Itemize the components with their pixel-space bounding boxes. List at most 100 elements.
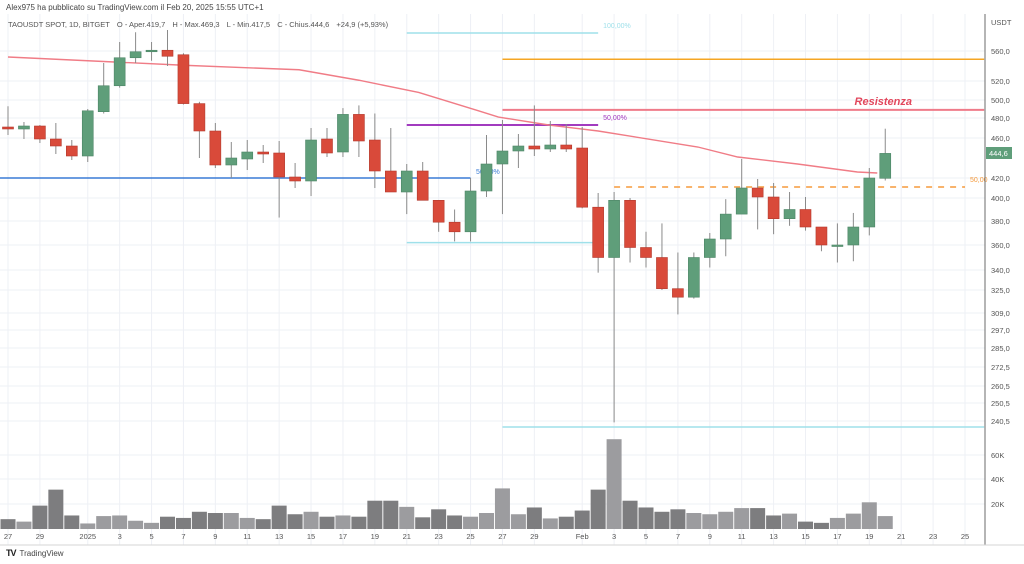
candle bbox=[528, 105, 541, 156]
candle-body bbox=[161, 49, 174, 57]
time-tick-label: 2025 bbox=[79, 532, 96, 541]
candle bbox=[209, 123, 222, 168]
candle-body bbox=[496, 150, 509, 165]
price-tick-label: 400,0 bbox=[991, 194, 1010, 203]
volume-bar bbox=[829, 517, 845, 529]
candle bbox=[193, 101, 206, 158]
candle-body bbox=[305, 139, 317, 182]
candle bbox=[321, 128, 333, 157]
candle-body bbox=[273, 152, 285, 178]
candle bbox=[640, 231, 652, 268]
candle bbox=[400, 164, 413, 215]
candle bbox=[767, 183, 780, 235]
volume-bar bbox=[558, 516, 574, 529]
candle-body bbox=[81, 110, 94, 157]
fib-50-orange-dashed-label: 50,00 bbox=[970, 177, 988, 184]
candle-body bbox=[767, 196, 780, 220]
candle-body bbox=[321, 138, 333, 154]
candle-body bbox=[34, 125, 46, 140]
volume-tick-label: 60K bbox=[991, 451, 1004, 460]
volume-bar bbox=[670, 509, 686, 529]
candle-body bbox=[384, 170, 397, 193]
time-tick-label: 15 bbox=[307, 532, 315, 541]
price-tick-label: 272,5 bbox=[991, 363, 1010, 372]
time-axis[interactable]: 27 29 2025 3 5 7 9 11 13 15 17 19 21 23 25 27 29 Feb 3 5 7 9 1… bbox=[4, 532, 969, 541]
candle bbox=[145, 42, 158, 61]
time-tick-label: 27 bbox=[498, 532, 506, 541]
candle bbox=[129, 32, 142, 63]
volume-bar bbox=[144, 522, 160, 529]
candle bbox=[592, 193, 604, 273]
candle bbox=[799, 197, 812, 231]
legend-low: L - Min.417,5 bbox=[226, 20, 271, 29]
tradingview-logo[interactable]: TV TradingView bbox=[6, 548, 64, 558]
candle bbox=[608, 192, 620, 423]
candle-body bbox=[432, 200, 445, 223]
time-tick-label: 21 bbox=[897, 532, 905, 541]
moving-average-line bbox=[7, 56, 878, 174]
candle-body bbox=[225, 157, 238, 166]
candle bbox=[464, 178, 477, 242]
volume-bar bbox=[64, 515, 80, 529]
volume-bar bbox=[479, 513, 494, 529]
fib-50-purple-label: 50,00% bbox=[603, 115, 627, 122]
time-tick-label: 23 bbox=[434, 532, 442, 541]
time-tick-label: 9 bbox=[213, 532, 217, 541]
volume-bar bbox=[287, 514, 303, 529]
price-tick-label: 250,5 bbox=[991, 399, 1010, 408]
volume-bar bbox=[128, 520, 144, 529]
candle bbox=[225, 142, 238, 178]
symbol-name[interactable]: TAOUSDT SPOT, 1D, BITGET bbox=[8, 20, 110, 29]
candle-body bbox=[337, 114, 349, 153]
time-tick-label: 17 bbox=[339, 532, 347, 541]
candle bbox=[863, 168, 876, 236]
candle-body bbox=[177, 54, 190, 104]
volume-bar bbox=[750, 508, 766, 529]
candle-body bbox=[799, 209, 812, 228]
candle bbox=[480, 135, 493, 197]
candle-body bbox=[50, 138, 62, 147]
candle bbox=[831, 223, 844, 263]
candle bbox=[241, 140, 254, 170]
price-tick-label: 240,5 bbox=[991, 417, 1010, 426]
volume-bar bbox=[16, 521, 32, 529]
volume-bar bbox=[431, 509, 447, 529]
volume-bar bbox=[877, 516, 893, 529]
time-tick-label: 5 bbox=[149, 532, 153, 541]
candle-body bbox=[97, 85, 110, 113]
candle-body bbox=[656, 257, 668, 289]
resistance-label: Resistenza bbox=[855, 96, 912, 108]
price-axis[interactable]: 560,0 520,0 500,0 480,0 460,0 420,0 400,0 380,0… bbox=[991, 47, 1010, 509]
candle-body bbox=[528, 145, 541, 150]
candle bbox=[432, 200, 445, 232]
volume-bar bbox=[526, 507, 542, 529]
volume-bar bbox=[255, 519, 271, 529]
legend-open: O - Aper.419,7 bbox=[116, 20, 166, 29]
volume-bar bbox=[638, 507, 654, 529]
price-tick-label: 297,0 bbox=[991, 326, 1010, 335]
price-tick-label: 500,0 bbox=[991, 96, 1010, 105]
candle bbox=[703, 233, 716, 268]
time-tick-label: 3 bbox=[612, 532, 616, 541]
volume-bar bbox=[766, 515, 782, 529]
candle-body bbox=[209, 130, 222, 166]
candle-body bbox=[847, 226, 860, 246]
time-tick-label: 9 bbox=[708, 532, 712, 541]
candle bbox=[2, 106, 14, 135]
price-tick-label: 260,5 bbox=[991, 382, 1010, 391]
last-price-badge bbox=[986, 147, 1012, 159]
candle bbox=[688, 252, 700, 299]
time-tick-label: 13 bbox=[275, 532, 283, 541]
legend-close: C - Chius.444,6 bbox=[277, 20, 330, 29]
price-tick-label: 360,0 bbox=[991, 241, 1010, 250]
time-tick-label: 7 bbox=[676, 532, 680, 541]
candle bbox=[34, 125, 46, 143]
candle-body bbox=[66, 145, 78, 157]
volume-bar bbox=[399, 506, 415, 529]
volume-bar bbox=[542, 518, 558, 529]
candle-body bbox=[640, 247, 652, 258]
candle-body bbox=[592, 206, 604, 258]
volume-bar bbox=[271, 505, 287, 529]
time-tick-label: 21 bbox=[403, 532, 411, 541]
